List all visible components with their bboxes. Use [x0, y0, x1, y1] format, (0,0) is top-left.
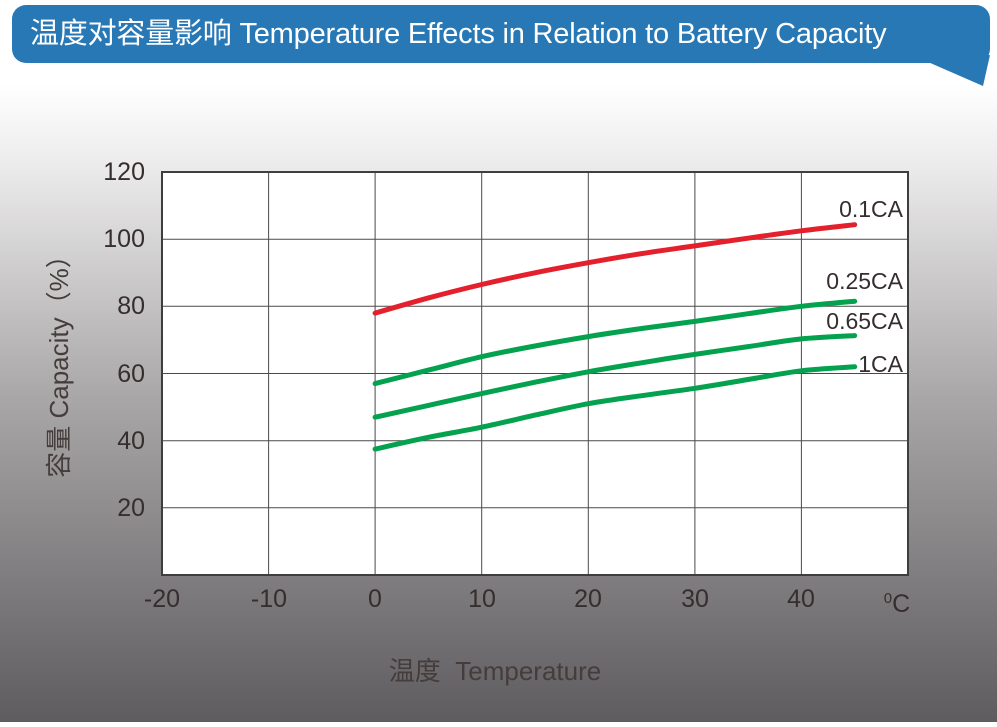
y-axis-tick: 80 [117, 292, 145, 320]
x-axis-tick: -10 [250, 585, 288, 613]
x-axis-unit: 0C [862, 584, 932, 619]
y-axis-tick: 60 [117, 360, 145, 388]
y-axis-tick: 100 [103, 225, 145, 253]
x-axis-tick: 20 [574, 585, 602, 613]
series-label-0.25ca: 0.25CA [826, 268, 903, 294]
x-axis-tick: 40 [787, 585, 815, 613]
page-title: 温度对容量影响 Temperature Effects in Relation … [30, 18, 887, 50]
celsius-letter: C [892, 590, 911, 618]
x-axis-title: 温度 Temperature [388, 656, 602, 686]
x-axis-tick: 30 [681, 585, 709, 613]
y-axis-title: 容量 Capacity（%） [44, 242, 74, 478]
x-axis-tick: 10 [468, 585, 496, 613]
y-axis-tick: 40 [117, 427, 145, 455]
y-axis-tick: 120 [103, 158, 145, 186]
series-label-0.65ca: 0.65CA [826, 308, 903, 334]
series-label-0.1ca: 0.1CA [839, 196, 903, 222]
degree-zero-superscript: 0 [883, 590, 893, 607]
x-axis-tick: 0 [368, 585, 382, 613]
x-axis-tick: -20 [143, 585, 181, 613]
title-banner: 温度对容量影响 Temperature Effects in Relation … [12, 5, 990, 63]
series-label-1ca: 1CA [858, 351, 903, 377]
y-axis-tick: 20 [117, 494, 145, 522]
